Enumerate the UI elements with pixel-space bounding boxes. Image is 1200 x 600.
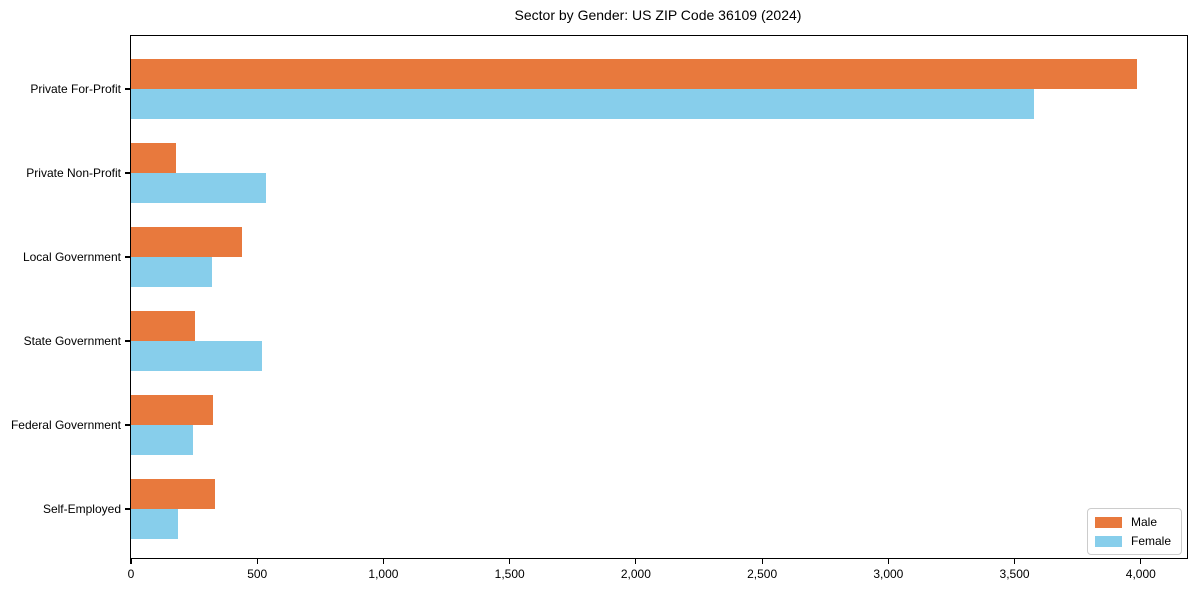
category-label-self-employed: Self-Employed <box>42 501 121 516</box>
x-tick-label: 3,000 <box>873 567 904 581</box>
y-axis-tick <box>124 340 130 342</box>
category-label-local-government: Local Government <box>22 249 121 264</box>
x-axis-tick <box>509 559 511 565</box>
x-axis-tick <box>761 559 763 565</box>
legend: Male Female <box>1086 508 1182 555</box>
x-tick-label: 4,000 <box>1125 567 1156 581</box>
y-axis-tick <box>124 256 130 258</box>
bar-male-self-employed <box>131 479 215 509</box>
x-tick-label: 2,500 <box>747 567 778 581</box>
x-tick-label: 3,500 <box>999 567 1030 581</box>
bar-male-state-government <box>131 311 195 341</box>
bar-female-local-government <box>131 257 212 287</box>
bar-male-federal-government <box>131 395 213 425</box>
bar-female-private-non-profit <box>131 173 266 203</box>
x-axis-tick <box>1140 559 1142 565</box>
x-tick-label: 0 <box>127 567 135 581</box>
x-tick-label: 1,500 <box>494 567 525 581</box>
bar-female-state-government <box>131 341 262 371</box>
bar-female-self-employed <box>131 509 178 539</box>
legend-item-male: Male <box>1094 515 1171 529</box>
y-axis-tick <box>124 424 130 426</box>
bar-male-local-government <box>131 227 242 257</box>
category-label-state-government: State Government <box>23 333 121 348</box>
y-axis-tick <box>124 88 130 90</box>
category-label-private-non-profit: Private Non-Profit <box>26 165 121 180</box>
x-axis-tick <box>382 559 385 565</box>
x-axis-tick <box>887 559 889 565</box>
x-axis-tick <box>256 559 258 565</box>
plot-area: Private For-Profit Private Non-Profit Loca… <box>11 35 1188 581</box>
legend-label-female: Female <box>1130 534 1171 548</box>
bar-male-private-non-profit <box>131 143 176 173</box>
bar-male-private-for-profit <box>131 59 1137 89</box>
x-tick-label: 2,000 <box>620 567 651 581</box>
y-axis-tick <box>124 172 130 174</box>
legend-swatch-female <box>1094 535 1122 547</box>
legend-label-male: Male <box>1130 515 1157 529</box>
legend-item-female: Female <box>1094 534 1171 548</box>
y-axis-tick <box>124 508 130 510</box>
category-label-private-for-profit: Private For-Profit <box>30 81 121 96</box>
bar-female-federal-government <box>131 425 193 455</box>
chart-title: Sector by Gender: US ZIP Code 36109 (202… <box>514 7 802 23</box>
x-axis-tick <box>1013 559 1016 565</box>
category-label-federal-government: Federal Government <box>10 417 121 432</box>
bar-female-private-for-profit <box>131 89 1034 119</box>
legend-swatch-male <box>1094 516 1122 528</box>
x-tick-label: 500 <box>247 567 268 581</box>
x-axis-tick <box>130 559 132 565</box>
x-tick-label: 1,000 <box>368 567 399 581</box>
x-axis-tick <box>635 559 637 565</box>
